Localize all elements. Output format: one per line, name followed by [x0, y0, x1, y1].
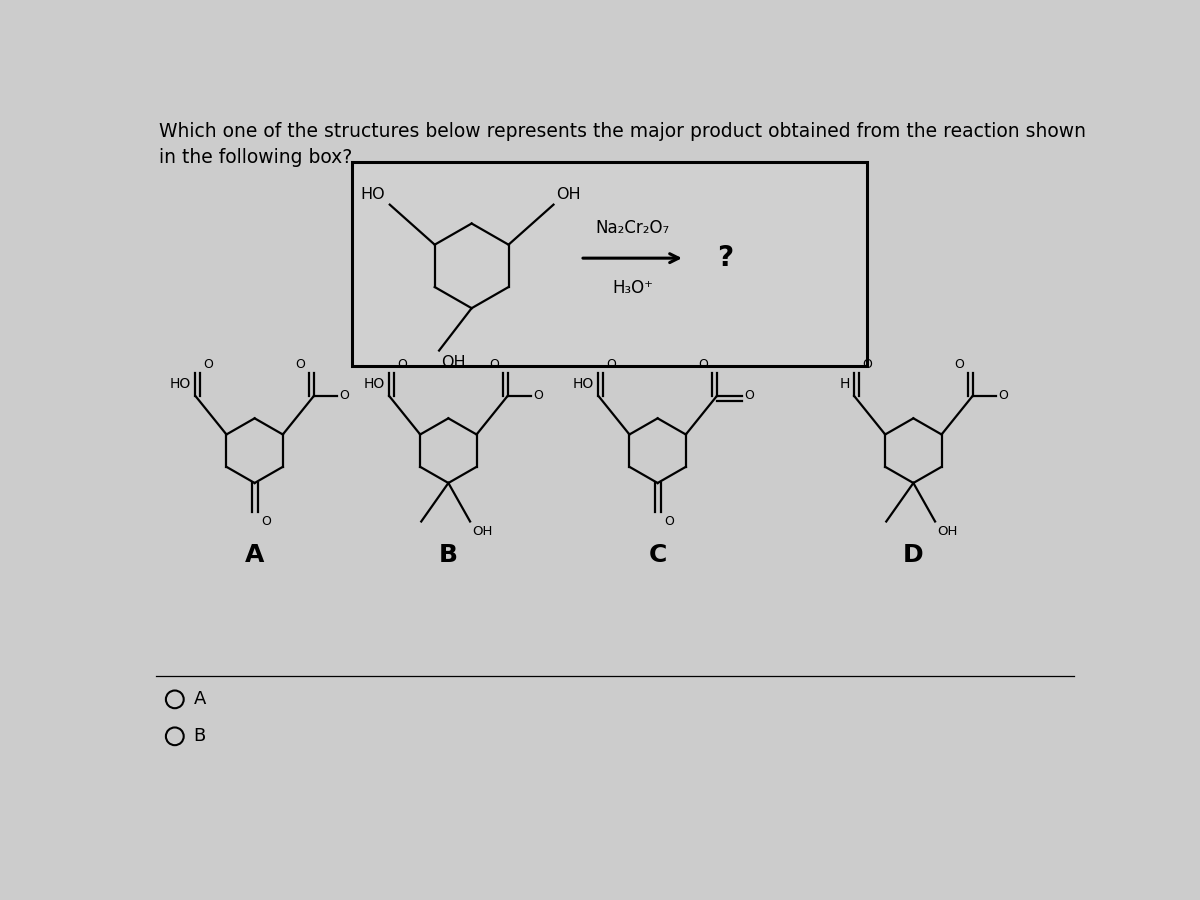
Text: HO: HO: [360, 186, 385, 202]
Text: D: D: [904, 543, 924, 567]
Text: HO: HO: [572, 377, 594, 392]
Text: HO: HO: [169, 377, 191, 392]
Text: O: O: [488, 358, 499, 372]
Text: B: B: [193, 727, 205, 745]
Text: O: O: [340, 390, 349, 402]
Text: OH: OH: [937, 525, 958, 537]
Text: in the following box?: in the following box?: [160, 148, 353, 167]
Text: H: H: [839, 377, 850, 392]
Text: O: O: [863, 358, 872, 372]
Text: ?: ?: [716, 244, 733, 272]
Text: B: B: [439, 543, 458, 567]
Text: O: O: [260, 516, 271, 528]
Text: O: O: [533, 390, 544, 402]
Text: O: O: [606, 358, 617, 372]
Text: O: O: [998, 390, 1008, 402]
Text: OH: OH: [440, 356, 466, 370]
Text: Na₂Cr₂O₇: Na₂Cr₂O₇: [595, 220, 670, 238]
Text: HO: HO: [364, 377, 384, 392]
Text: O: O: [954, 358, 964, 372]
Text: C: C: [648, 543, 667, 567]
Text: H₃O⁺: H₃O⁺: [612, 279, 653, 297]
Text: Which one of the structures below represents the major product obtained from the: Which one of the structures below repres…: [160, 122, 1086, 141]
Text: A: A: [245, 543, 264, 567]
Text: O: O: [744, 390, 754, 402]
Bar: [352, 162, 866, 366]
Text: OH: OH: [557, 186, 581, 202]
Text: O: O: [698, 358, 708, 372]
Text: O: O: [397, 358, 407, 372]
Text: O: O: [204, 358, 214, 372]
Text: OH: OH: [473, 525, 493, 537]
Text: O: O: [664, 516, 673, 528]
Text: O: O: [295, 358, 305, 372]
Text: A: A: [193, 690, 205, 708]
